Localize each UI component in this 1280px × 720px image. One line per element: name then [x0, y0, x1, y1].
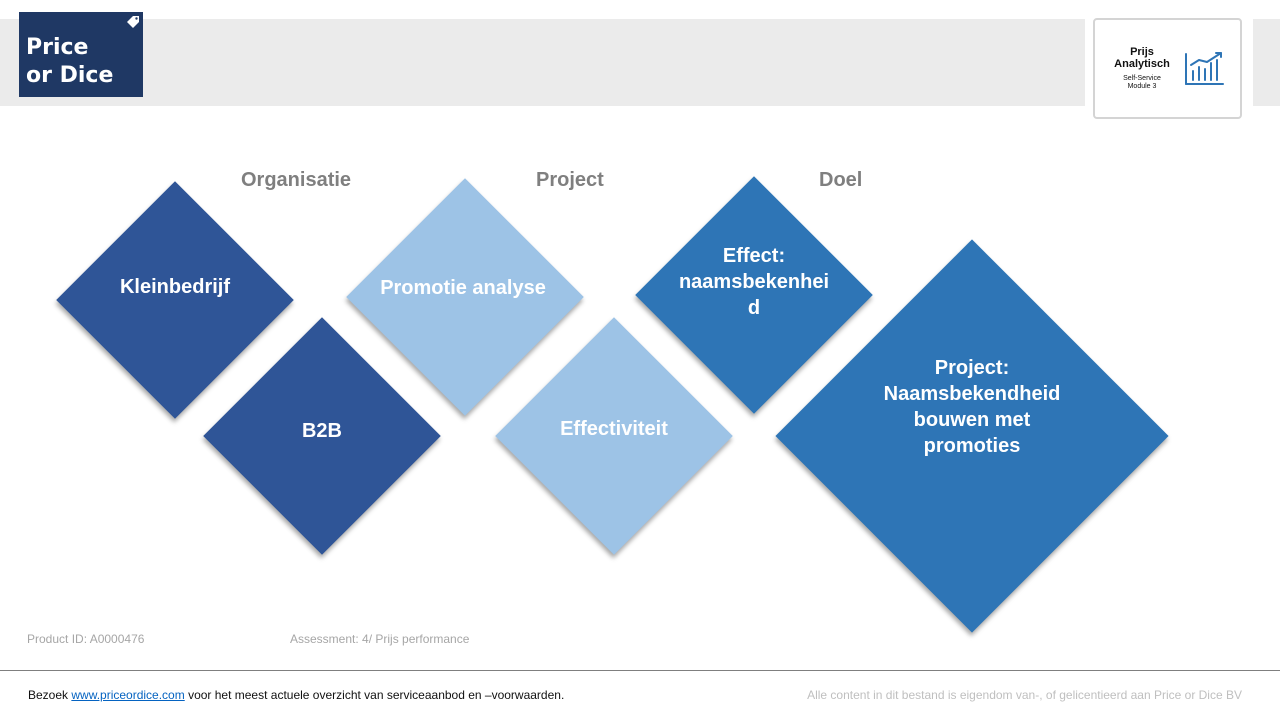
website-link[interactable]: www.priceordice.com — [71, 688, 185, 702]
module-badge: Prijs Analytisch Self-Service Module 3 — [1093, 18, 1242, 119]
footer-prefix: Bezoek — [28, 688, 72, 702]
badge-sub-line-2: Module 3 — [1127, 83, 1157, 90]
header-band — [0, 19, 1280, 106]
column-heading-project: Project — [536, 169, 604, 191]
price-or-dice-logo[interactable]: Price or Dice — [19, 12, 143, 97]
footer-rights: Alle content in dit bestand is eigendom … — [807, 688, 1242, 702]
column-heading-organisatie: Organisatie — [241, 169, 352, 191]
diamond-project-label: Project: Naamsbekendheid bouwen met prom… — [852, 355, 1092, 459]
badge-title-line-1: Prijs — [1130, 46, 1154, 58]
project-label-line-4: promoties — [923, 435, 1021, 457]
footer-divider — [0, 670, 1280, 671]
footer-visit-text: Bezoek www.priceordice.com voor het mees… — [28, 688, 564, 702]
logo-text: Price or Dice — [26, 34, 113, 90]
effect-label-line-3: d — [747, 297, 761, 319]
project-label-line-1: Project: — [934, 357, 1010, 379]
tag-icon — [127, 16, 139, 28]
effect-label-line-2: naamsbekenhei — [678, 271, 830, 293]
product-id: Product ID: A0000476 — [27, 632, 145, 646]
diamond-effectiviteit-label: Effectiviteit — [560, 418, 668, 440]
diamond-b2b-label: B2B — [301, 420, 342, 442]
diamond-effect-label: Effect: naamsbekenhei d — [652, 243, 856, 321]
logo-line-1: Price — [26, 35, 89, 60]
badge-title: Prijs Analytisch — [1107, 46, 1177, 70]
diamond-promotie-analyse-label: Promotie analyse — [380, 277, 546, 299]
project-label-line-2: Naamsbekendheid — [883, 383, 1061, 405]
project-label-line-3: bouwen met — [913, 409, 1031, 431]
logo-line-2: or Dice — [26, 63, 114, 88]
badge-sub-line-1: Self-Service — [1123, 75, 1161, 82]
assessment-label: Assessment: 4/ Prijs performance — [290, 632, 470, 646]
bar-chart-trend-icon — [1185, 52, 1224, 85]
badge-subtitle: Self-Service Module 3 — [1107, 75, 1177, 91]
footer-suffix: voor het meest actuele overzicht van ser… — [184, 688, 565, 702]
column-heading-doel: Doel — [819, 169, 863, 191]
diamond-kleinbedrijf-label: Kleinbedrijf — [119, 276, 230, 298]
effect-label-line-1: Effect: — [722, 245, 786, 267]
badge-title-line-2: Analytisch — [1114, 58, 1170, 70]
